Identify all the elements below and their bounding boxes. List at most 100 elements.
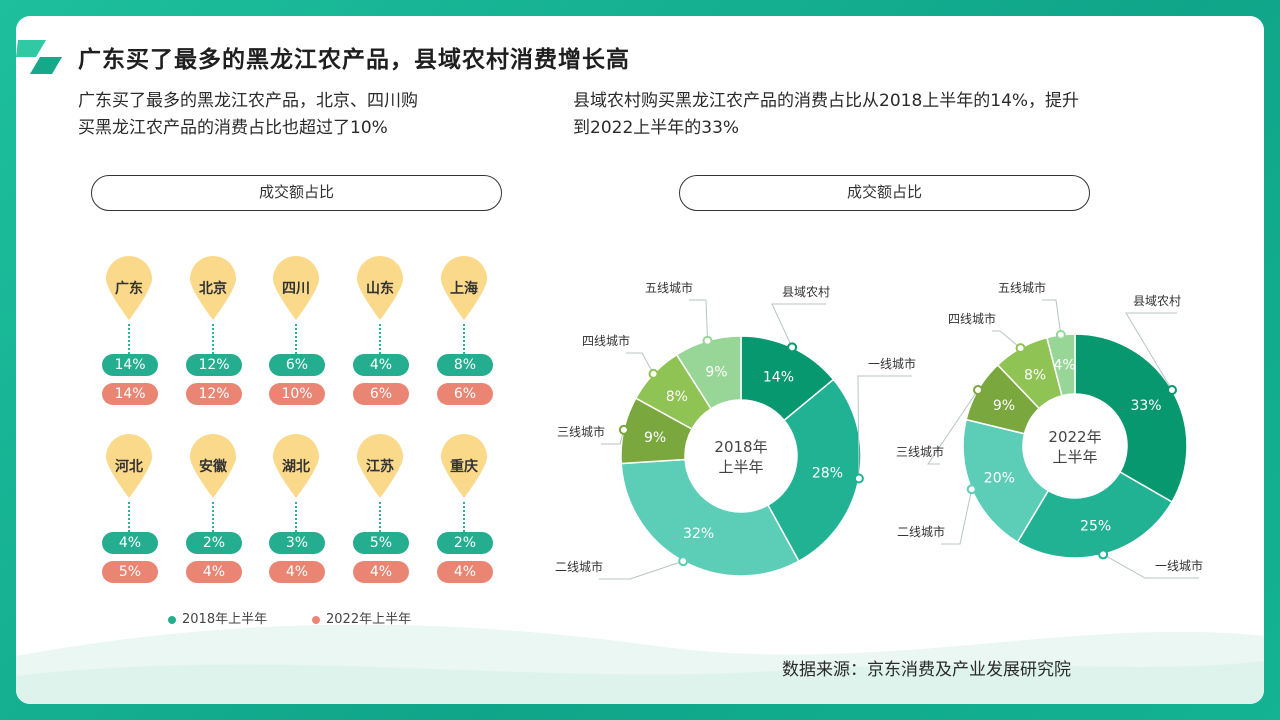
leader-dot bbox=[702, 335, 713, 346]
slice-category-label: 五线城市 bbox=[998, 280, 1046, 295]
leader-dot bbox=[853, 473, 864, 484]
map-pin-icon bbox=[106, 434, 152, 498]
left-description-line1: 广东买了最多的黑龙江农产品，北京、四川购 bbox=[78, 91, 418, 111]
leader-line bbox=[927, 389, 979, 465]
leader-line bbox=[857, 375, 912, 479]
slice-value-label: 9% bbox=[993, 398, 1015, 414]
leader-dot bbox=[1055, 329, 1066, 340]
slice-value-label: 8% bbox=[1024, 367, 1046, 383]
slice-value-label: 14% bbox=[763, 369, 794, 385]
donut-center-label-line2: 上半年 bbox=[718, 458, 763, 476]
data-source: 数据来源：京东消费及产业发展研究院 bbox=[782, 660, 1071, 680]
dotted-connector bbox=[295, 502, 297, 532]
donut-slice bbox=[1074, 333, 1188, 504]
value-2022-badge: 6% bbox=[353, 383, 409, 405]
value-2018-badge: 3% bbox=[269, 532, 325, 554]
dotted-connector bbox=[295, 324, 297, 354]
slice-category-label: 一线城市 bbox=[1155, 558, 1203, 573]
region-name: 北京 bbox=[199, 281, 227, 297]
slice-value-label: 20% bbox=[984, 471, 1015, 487]
page-title: 广东买了最多的黑龙江农产品，县域农村消费增长高 bbox=[78, 47, 630, 73]
map-pin-icon bbox=[441, 434, 487, 498]
value-2018-badge: 4% bbox=[102, 532, 158, 554]
leader-line bbox=[689, 299, 709, 341]
slice-value-label: 9% bbox=[644, 430, 666, 446]
dotted-connector bbox=[212, 324, 214, 354]
slice-value-label: 33% bbox=[1130, 398, 1161, 414]
slice-category-label: 三线城市 bbox=[557, 424, 605, 439]
leader-line bbox=[599, 560, 684, 580]
slice-category-label: 五线城市 bbox=[645, 280, 693, 295]
map-pin-icon bbox=[190, 256, 236, 320]
left-description: 广东买了最多的黑龙江农产品，北京、四川购 买黑龙江农产品的消费占比也超过了10% bbox=[78, 88, 418, 142]
value-2018-badge: 2% bbox=[437, 532, 493, 554]
right-description: 县域农村购买黑龙江农产品的消费占比从2018上半年的14%，提升 到2022上半… bbox=[573, 88, 1079, 142]
value-2018-badge: 12% bbox=[186, 354, 242, 376]
leader-line bbox=[1125, 312, 1177, 391]
map-pin-icon bbox=[357, 256, 403, 320]
leader-dot bbox=[618, 424, 629, 435]
leader-dot bbox=[1166, 385, 1177, 395]
region-name: 河北 bbox=[115, 459, 143, 475]
value-2018-badge: 5% bbox=[353, 532, 409, 554]
dotted-connector bbox=[463, 324, 465, 354]
slice-category-label: 四线城市 bbox=[582, 333, 630, 348]
left-section-header: 成交额占比 bbox=[91, 175, 502, 211]
slice-value-label: 25% bbox=[1080, 518, 1111, 534]
donut-slice bbox=[962, 418, 1050, 544]
slice-category-label: 县域农村 bbox=[782, 285, 830, 299]
map-pin-icon bbox=[273, 256, 319, 320]
value-2022-badge: 6% bbox=[437, 383, 493, 405]
legend-dot-green bbox=[168, 615, 176, 624]
value-2018-badge: 6% bbox=[269, 354, 325, 376]
legend-label-2018: 2018年上半年 bbox=[182, 612, 268, 627]
dotted-connector bbox=[128, 324, 130, 354]
leader-line bbox=[771, 303, 826, 348]
donut-center-label-line1: 2022年 bbox=[1048, 428, 1101, 446]
dotted-connector bbox=[212, 502, 214, 532]
map-pin-icon bbox=[273, 434, 319, 498]
map-pin-icon bbox=[357, 434, 403, 498]
leader-dot bbox=[1015, 343, 1026, 354]
value-2022-badge: 5% bbox=[102, 561, 158, 583]
leader-dot bbox=[973, 385, 984, 395]
leader-dot bbox=[678, 556, 689, 567]
region-name: 四川 bbox=[282, 281, 310, 297]
leader-dot bbox=[648, 368, 659, 379]
leader-dot bbox=[966, 484, 977, 495]
legend-item-2018: 2018年上半年 bbox=[168, 608, 267, 627]
slice-value-label: 28% bbox=[812, 465, 843, 481]
value-2022-badge: 4% bbox=[437, 561, 493, 583]
value-2022-badge: 4% bbox=[269, 561, 325, 583]
value-2018-badge: 4% bbox=[353, 354, 409, 376]
value-2022-badge: 12% bbox=[186, 383, 242, 405]
region-name: 江苏 bbox=[366, 459, 394, 475]
donut-slice bbox=[620, 458, 800, 577]
slice-category-label: 三线城市 bbox=[896, 444, 944, 459]
slice-value-label: 8% bbox=[666, 389, 688, 405]
right-section-header: 成交额占比 bbox=[679, 175, 1090, 211]
slice-value-label: 32% bbox=[683, 526, 714, 542]
slice-value-label: 4% bbox=[1054, 358, 1076, 374]
dotted-connector bbox=[379, 502, 381, 532]
region-name: 湖北 bbox=[282, 459, 310, 475]
value-2022-badge: 10% bbox=[269, 383, 325, 405]
right-description-line1: 县域农村购买黑龙江农产品的消费占比从2018上半年的14%，提升 bbox=[573, 91, 1080, 111]
legend-item-2022: 2022年上半年 bbox=[312, 608, 411, 627]
right-description-line2: 到2022上半年的33% bbox=[573, 118, 740, 138]
map-pin-icon bbox=[106, 256, 152, 320]
title-decoration-icon bbox=[16, 40, 62, 74]
leader-line bbox=[992, 330, 1021, 349]
leader-dot bbox=[787, 342, 798, 353]
value-2018-badge: 8% bbox=[437, 354, 493, 376]
legend-label-2022: 2022年上半年 bbox=[326, 612, 412, 627]
left-description-line2: 买黑龙江农产品的消费占比也超过了10% bbox=[78, 118, 388, 138]
dotted-connector bbox=[379, 324, 381, 354]
value-2018-badge: 14% bbox=[102, 354, 158, 376]
map-pin-icon bbox=[441, 256, 487, 320]
leader-line bbox=[941, 489, 973, 545]
donut-center-label-line2: 上半年 bbox=[1052, 448, 1097, 466]
value-2022-badge: 4% bbox=[186, 561, 242, 583]
dotted-connector bbox=[128, 502, 130, 532]
